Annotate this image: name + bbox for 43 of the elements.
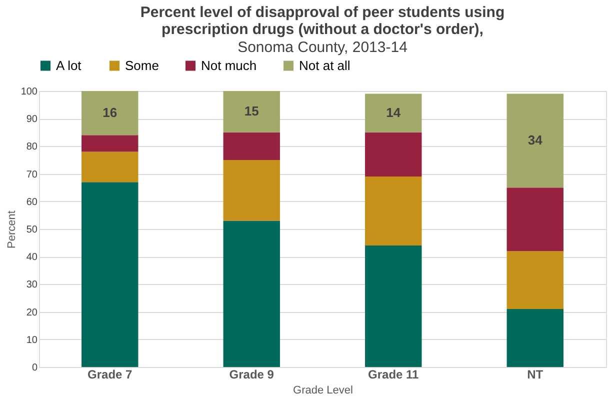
bar bbox=[82, 152, 138, 182]
bar bbox=[365, 94, 422, 132]
bar bbox=[223, 132, 280, 160]
bar bbox=[223, 91, 280, 132]
y-tick-label: 20 bbox=[26, 307, 38, 318]
y-axis-title: Percent bbox=[6, 210, 18, 248]
x-tick-label: Grade 7 bbox=[88, 368, 133, 382]
y-tick-label: 30 bbox=[26, 280, 38, 291]
x-axis-title: Grade Level bbox=[293, 384, 353, 396]
bar bbox=[506, 309, 564, 367]
y-tick-label: 100 bbox=[20, 86, 38, 98]
bar bbox=[223, 160, 280, 221]
y-tick-label: 0 bbox=[32, 362, 38, 374]
x-tick-label: Grade 9 bbox=[229, 368, 274, 382]
y-tick-label: 40 bbox=[26, 252, 38, 264]
data-label: 16 bbox=[102, 105, 118, 120]
y-tick-label: 50 bbox=[26, 224, 38, 236]
data-label: 14 bbox=[386, 105, 402, 120]
bar bbox=[82, 182, 138, 367]
bar bbox=[506, 251, 564, 310]
bar bbox=[82, 135, 138, 152]
legend-label: Not much bbox=[201, 58, 257, 73]
bar bbox=[365, 176, 422, 246]
y-tick-label: 80 bbox=[26, 142, 38, 153]
data-label: 15 bbox=[244, 104, 259, 119]
bar bbox=[82, 91, 138, 136]
legend-label: Some bbox=[125, 58, 159, 73]
y-tick-label: 10 bbox=[26, 334, 38, 346]
chart-title: Percent level of disapproval of peer students using prescription drugs (without a doctor's order), bbox=[140, 4, 505, 38]
x-tick-label: NT bbox=[527, 368, 544, 382]
x-tick-label: Grade 11 bbox=[368, 368, 420, 382]
legend-label: A lot bbox=[56, 58, 82, 73]
y-tick-label: 60 bbox=[26, 196, 38, 208]
y-tick-label: 90 bbox=[26, 114, 38, 126]
legend-label: Not at all bbox=[299, 58, 350, 73]
y-tick-label: 70 bbox=[26, 169, 38, 180]
chart-subtitle: Sonoma County, 2013-14 bbox=[238, 39, 408, 56]
bar bbox=[223, 220, 280, 367]
bar bbox=[506, 188, 564, 252]
bar bbox=[365, 246, 422, 367]
bar bbox=[365, 132, 422, 177]
bar bbox=[506, 94, 564, 188]
data-label: 34 bbox=[528, 132, 544, 148]
